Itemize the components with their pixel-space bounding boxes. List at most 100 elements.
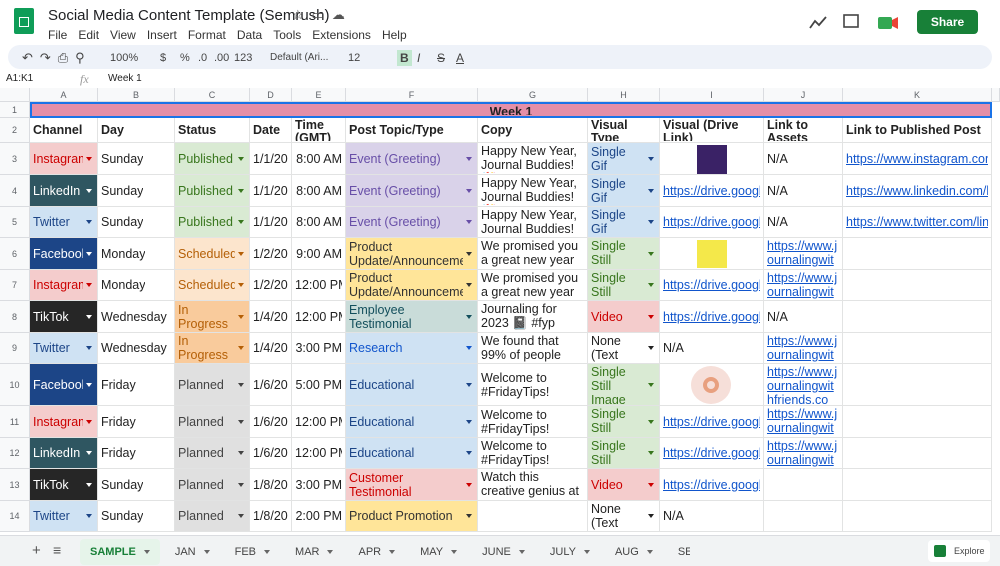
- cell[interactable]: Product Update/Announcement: [346, 238, 478, 270]
- cell[interactable]: Sunday: [98, 501, 175, 532]
- menu-item[interactable]: Insert: [146, 28, 177, 42]
- zoom-select[interactable]: 100%: [110, 52, 139, 64]
- cell[interactable]: Employee Testimonial: [346, 301, 478, 333]
- header-cell[interactable]: Visual (Drive Link): [660, 118, 764, 143]
- cell[interactable]: Twitter: [30, 333, 98, 364]
- cell[interactable]: Video: [588, 469, 660, 501]
- cell[interactable]: 12:00 PM: [292, 438, 346, 469]
- row-header[interactable]: 8: [0, 301, 30, 333]
- cell[interactable]: https://drive.google.co: [660, 301, 764, 333]
- cell[interactable]: Journaling for 2023 📓 #fyp #foryou: [478, 301, 588, 333]
- cell[interactable]: Twitter: [30, 207, 98, 238]
- cell[interactable]: 1/4/202: [250, 301, 292, 333]
- cell[interactable]: Event (Greeting): [346, 143, 478, 175]
- cell[interactable]: Sunday: [98, 175, 175, 207]
- menu-item[interactable]: Edit: [78, 28, 100, 42]
- format-button[interactable]: .00: [214, 52, 230, 64]
- cell[interactable]: Sunday: [98, 143, 175, 175]
- thumbnail[interactable]: [697, 240, 727, 268]
- cell[interactable]: Single Gif: [588, 207, 660, 238]
- cell[interactable]: [843, 438, 992, 469]
- cell[interactable]: https://www.journalingwithfrien: [764, 270, 843, 301]
- cell[interactable]: N/A: [764, 301, 843, 333]
- cell[interactable]: Planned: [175, 438, 250, 469]
- cell[interactable]: LinkedIn: [30, 438, 98, 469]
- cell[interactable]: Scheduled: [175, 270, 250, 301]
- cell[interactable]: Friday: [98, 406, 175, 438]
- cell[interactable]: [843, 238, 992, 270]
- cell[interactable]: In Progress: [175, 301, 250, 333]
- cell[interactable]: 8:00 AM: [292, 143, 346, 175]
- cell[interactable]: Happy New Year, Journal Buddies! 🎉: [478, 207, 588, 238]
- cell[interactable]: 12:00 PM: [292, 301, 346, 333]
- column-header[interactable]: C: [175, 88, 250, 102]
- meet-icon[interactable]: [878, 17, 892, 29]
- cell[interactable]: In Progress: [175, 333, 250, 364]
- week-banner[interactable]: Week 1: [30, 102, 992, 118]
- cell[interactable]: [660, 364, 764, 406]
- cell[interactable]: https://drive.google.c: [660, 175, 764, 207]
- cell[interactable]: N/A: [764, 175, 843, 207]
- menu-item[interactable]: File: [48, 28, 68, 42]
- cell[interactable]: Facebook: [30, 238, 98, 270]
- header-cell[interactable]: Date: [250, 118, 292, 143]
- row-header[interactable]: 12: [0, 438, 30, 469]
- comment-icon[interactable]: [843, 14, 859, 28]
- cell[interactable]: Published: [175, 207, 250, 238]
- cell[interactable]: N/A: [660, 333, 764, 364]
- row-header[interactable]: 10: [0, 364, 30, 406]
- header-cell[interactable]: Channel: [30, 118, 98, 143]
- cell[interactable]: 8:00 AM: [292, 207, 346, 238]
- cell[interactable]: 1/1/202: [250, 143, 292, 175]
- cell[interactable]: https://drive.google.c: [660, 469, 764, 501]
- cell[interactable]: None (Text Only): [588, 501, 660, 532]
- row-header[interactable]: 5: [0, 207, 30, 238]
- cell[interactable]: https://www.journalingwithfrien: [764, 406, 843, 438]
- font-size[interactable]: 12: [348, 52, 361, 64]
- row-header[interactable]: 11: [0, 406, 30, 438]
- header-cell[interactable]: Status: [175, 118, 250, 143]
- cell[interactable]: https://www.journalingwithfrien: [764, 438, 843, 469]
- cell[interactable]: Planned: [175, 469, 250, 501]
- cell[interactable]: Educational: [346, 406, 478, 438]
- text-style-button[interactable]: S: [437, 51, 446, 65]
- column-header[interactable]: B: [98, 88, 175, 102]
- cell[interactable]: [843, 501, 992, 532]
- cell[interactable]: 8:00 AM: [292, 175, 346, 207]
- column-header[interactable]: E: [292, 88, 346, 102]
- cell[interactable]: Published: [175, 175, 250, 207]
- cell[interactable]: 3:00 PM: [292, 469, 346, 501]
- cell[interactable]: Single Still Image: [588, 364, 660, 406]
- column-header[interactable]: I: [660, 88, 764, 102]
- text-style-button[interactable]: B: [397, 50, 412, 66]
- add-sheet[interactable]: +: [32, 542, 41, 559]
- cell[interactable]: 1/6/202: [250, 364, 292, 406]
- cell[interactable]: Single Still Image: [588, 238, 660, 270]
- cell[interactable]: Event (Greeting): [346, 175, 478, 207]
- cell[interactable]: 2:00 PM: [292, 501, 346, 532]
- cell[interactable]: 1/8/202: [250, 501, 292, 532]
- cell[interactable]: https://www.journalingwithfrien: [764, 238, 843, 270]
- cell[interactable]: Planned: [175, 501, 250, 532]
- format-button[interactable]: 123: [234, 52, 253, 64]
- row-header[interactable]: 4: [0, 175, 30, 207]
- column-header[interactable]: H: [588, 88, 660, 102]
- share-button[interactable]: Share: [917, 10, 978, 34]
- column-header[interactable]: D: [250, 88, 292, 102]
- cell[interactable]: Facebook: [30, 364, 98, 406]
- menu-item[interactable]: Tools: [273, 28, 302, 42]
- cell[interactable]: Instagram: [30, 143, 98, 175]
- row-header[interactable]: 1: [0, 102, 30, 118]
- column-header[interactable]: K: [843, 88, 992, 102]
- cell[interactable]: We promised you a great new year—so,: [478, 270, 588, 301]
- cell[interactable]: Friday: [98, 438, 175, 469]
- column-header[interactable]: G: [478, 88, 588, 102]
- cell[interactable]: [660, 143, 764, 175]
- menu-item[interactable]: Format: [187, 28, 226, 42]
- header-cell[interactable]: Link to Assets: [764, 118, 843, 143]
- cell[interactable]: Monday: [98, 270, 175, 301]
- cell[interactable]: [660, 238, 764, 270]
- sheet-tab[interactable]: JULY: [540, 539, 600, 565]
- explore-button[interactable]: Explore: [928, 540, 990, 562]
- cell[interactable]: https://drive.google.c: [660, 438, 764, 469]
